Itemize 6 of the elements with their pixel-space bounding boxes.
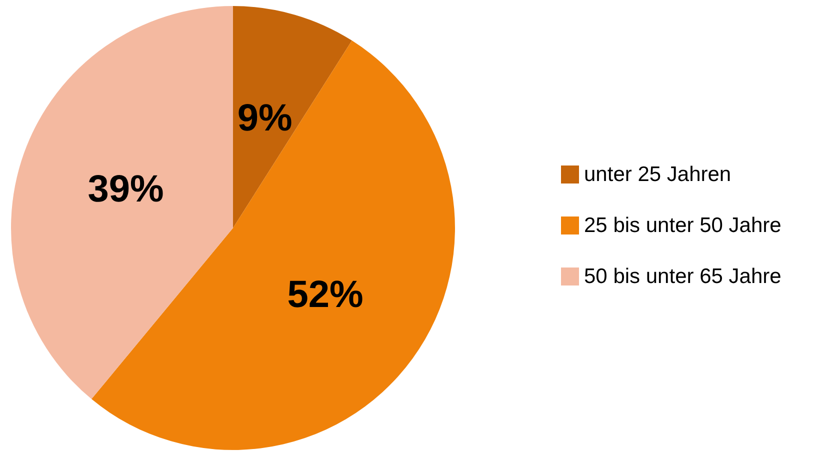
legend-label: 50 bis unter 65 Jahre (584, 265, 782, 288)
data-label: 39% (88, 168, 164, 210)
data-label: 9% (237, 98, 292, 140)
legend-label: 25 bis unter 50 Jahre (584, 214, 782, 237)
legend-label: unter 25 Jahren (584, 163, 732, 186)
data-label: 52% (287, 274, 364, 316)
